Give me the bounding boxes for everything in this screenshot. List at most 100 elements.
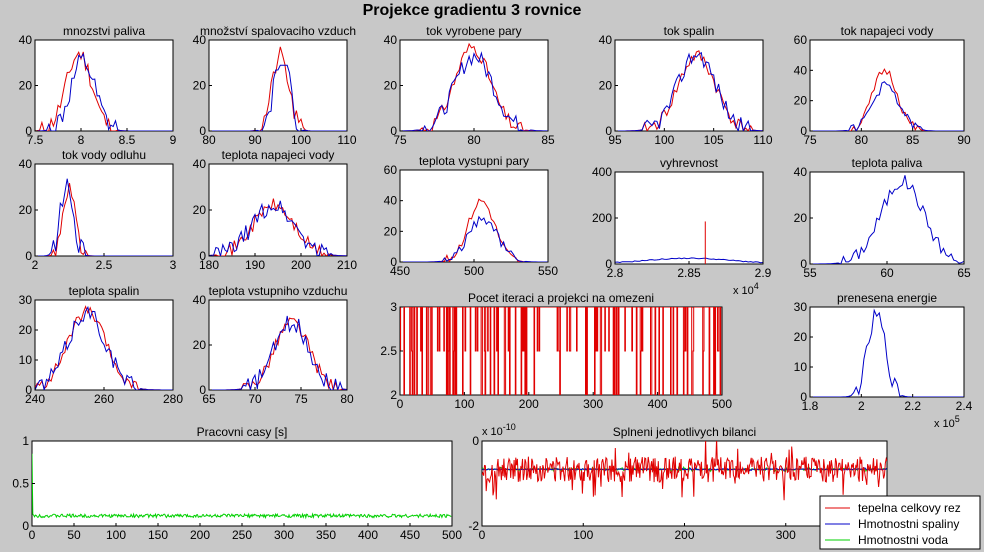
x-tick-label: 500	[442, 528, 462, 542]
subplot-12: Pocet iteraci a projekci na omezeni0 100 2…	[380, 291, 732, 411]
plot-area	[810, 307, 964, 397]
x-tick-label: 2	[858, 399, 865, 413]
x-tick-label: 400	[648, 397, 668, 411]
x-tick-label: 300	[776, 528, 796, 542]
x-tick-label: 8	[78, 133, 85, 147]
y-tick-label: 20	[599, 79, 613, 93]
y-tick-label: 0	[25, 124, 32, 138]
subplot-14: Pracovni casy [s]0 50 100 150 200 250 300 350 40…	[12, 425, 462, 542]
legend: tepelna celkovy rez Hmotnostni spaliny Hmo…	[820, 496, 980, 549]
x-tick-label: 80	[467, 133, 481, 147]
y-tick-label: 30	[794, 300, 808, 314]
y-tick-label: 0.5	[12, 477, 29, 491]
subplot-title: tok spalin	[664, 24, 715, 38]
subplot-title: vyhrevnost	[660, 156, 719, 170]
subplot-5: tok vody odluhu2 2.5 302040	[19, 148, 177, 272]
subplot-title: tok vyrobene pary	[426, 24, 521, 38]
plot-area	[615, 172, 763, 264]
y-tick-label: 10	[794, 360, 808, 374]
x-tick-label: 280	[163, 392, 183, 406]
y-tick-label: 0	[800, 257, 807, 271]
x-tick-label: 80	[340, 392, 354, 406]
y-tick-label: 40	[794, 63, 808, 77]
subplot-10: teplota spalin 240 260 280 0 10 20 30	[19, 284, 184, 406]
y-tick-label: 0	[605, 124, 612, 138]
subplot-title: teplota vstupniho vzduchu	[209, 284, 348, 298]
y-tick-label: 60	[794, 33, 808, 47]
x-tick-label: 100	[454, 397, 474, 411]
figure-title: Projekce gradientu 3 rovnice	[363, 2, 582, 19]
subplot-3: tok spalin95 100 105 11002040	[599, 24, 773, 147]
y-tick-label: 20	[794, 211, 808, 225]
subplot-6: teplota napajeci vody180 190 200 21002040	[193, 148, 358, 272]
x-tick-label: 100	[291, 133, 311, 147]
x-tick-label: 300	[274, 528, 294, 542]
x-tick-label: 250	[232, 528, 252, 542]
subplot-9: teplota paliva55 60 6502040	[794, 156, 971, 280]
y-tick-label: 40	[19, 33, 33, 47]
x-tick-label: 50	[67, 528, 81, 542]
y-tick-label: 20	[384, 79, 398, 93]
subplot-title: tok napajeci vody	[841, 24, 934, 38]
y-tick-label: 0	[800, 390, 807, 404]
y-tick-label: 3	[390, 300, 397, 314]
x-tick-label: 105	[704, 133, 724, 147]
x-tick-label: 400	[358, 528, 378, 542]
x-exponent: x 105	[934, 414, 960, 430]
subplot-title: teplota spalin	[69, 284, 140, 298]
x-tick-label: 100	[654, 133, 674, 147]
subplot-title: Pracovni casy [s]	[197, 425, 288, 439]
x-tick-label: 2.5	[96, 258, 113, 272]
y-tick-label: 20	[193, 338, 207, 352]
x-tick-label: 60	[880, 266, 894, 280]
plot-area	[32, 441, 452, 526]
legend-label: Hmotnostni voda	[858, 533, 948, 547]
x-tick-label: 350	[316, 528, 336, 542]
y-tick-label: 0	[390, 255, 397, 269]
x-tick-label: 9	[170, 133, 177, 147]
y-tick-label: 20	[19, 79, 33, 93]
x-tick-label: 85	[906, 133, 920, 147]
y-tick-label: 40	[384, 194, 398, 208]
plot-area	[810, 40, 964, 131]
x-tick-label: 100	[106, 528, 126, 542]
y-tick-label: 0	[390, 124, 397, 138]
y-tick-label: 0	[25, 249, 32, 263]
plot-area	[35, 164, 173, 256]
y-tick-label: 20	[193, 203, 207, 217]
x-tick-label: 0	[29, 528, 36, 542]
x-tick-label: 500	[712, 397, 732, 411]
x-tick-label: 260	[94, 392, 114, 406]
subplot-title: teplota napajeci vody	[222, 148, 335, 162]
y-tick-label: 400	[592, 165, 612, 179]
x-tick-label: 500	[464, 264, 484, 278]
x-tick-label: 2	[32, 258, 39, 272]
x-tick-label: 0	[479, 528, 486, 542]
subplot-0: mnozstvi paliva 7.5 8 8.5 9 0 20 40	[19, 24, 177, 147]
x-exponent: x 104	[733, 281, 759, 297]
y-tick-label: 0	[199, 124, 206, 138]
x-tick-label: 85	[541, 133, 555, 147]
y-exponent: x 10-10	[482, 422, 516, 438]
x-tick-label: 100	[573, 528, 593, 542]
x-tick-label: 200	[190, 528, 210, 542]
y-tick-label: 20	[384, 224, 398, 238]
x-tick-label: 200	[519, 397, 539, 411]
y-tick-label: 0	[472, 434, 479, 448]
subplot-title: Pocet iteraci a projekci na omezeni	[468, 291, 654, 305]
subplot-title: mnozstvi paliva	[63, 24, 145, 38]
subplot-title: teplota paliva	[852, 156, 923, 170]
subplot-11: teplota vstupniho vzduchu 65 70 75 80 0 20 40	[193, 284, 354, 406]
plot-area	[400, 170, 548, 262]
plot-area	[209, 40, 347, 131]
x-tick-label: 200	[291, 258, 311, 272]
y-tick-label: 0	[199, 383, 206, 397]
y-tick-label: 40	[599, 33, 613, 47]
y-tick-label: 40	[193, 157, 207, 171]
x-tick-label: 75	[294, 392, 308, 406]
y-tick-label: 200	[592, 211, 612, 225]
y-tick-label: 1	[22, 434, 29, 448]
y-tick-label: 0	[22, 519, 29, 533]
y-tick-label: 2.5	[380, 344, 397, 358]
